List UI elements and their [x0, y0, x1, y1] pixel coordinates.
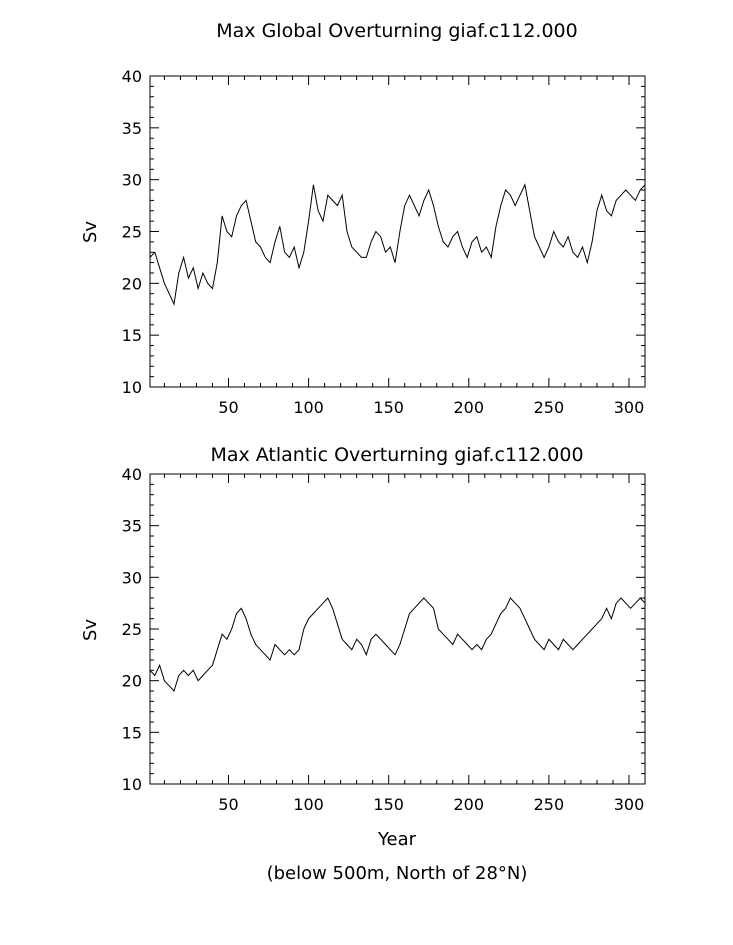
x-tick-label: 150 [373, 398, 404, 417]
y-tick-label: 25 [122, 620, 142, 639]
y-tick-label: 25 [122, 223, 142, 242]
x-tick-label: 200 [454, 795, 485, 814]
x-tick-label: 50 [218, 398, 238, 417]
x-tick-label: 150 [373, 795, 404, 814]
y-tick-label: 40 [122, 67, 142, 86]
footnote: (below 500m, North of 28°N) [267, 863, 528, 884]
x-tick-label: 250 [534, 398, 565, 417]
plot-frame [149, 75, 646, 388]
x-tick-label: 250 [534, 795, 565, 814]
tick-labels: 10 15 20 25 30 35 40 50 100 150 200 250 300 [122, 465, 645, 814]
x-tick-label: 50 [218, 795, 238, 814]
series-group [149, 183, 646, 306]
y-tick-label: 10 [122, 775, 142, 794]
chart-title: Max Atlantic Overturning giaf.c112.000 [210, 444, 583, 466]
series-line [149, 183, 646, 306]
y-axis-label: Sv [80, 221, 101, 243]
plot-frame [149, 473, 646, 785]
axis-ticks [150, 75, 646, 388]
axis-ticks [150, 473, 646, 785]
chart-title: Max Global Overturning giaf.c112.000 [216, 20, 577, 42]
y-tick-label: 15 [122, 326, 142, 345]
series-group [149, 597, 646, 692]
y-axis-label: Sv [80, 619, 101, 641]
y-tick-label: 20 [122, 274, 142, 293]
global-overturning-panel: Max Global Overturning giaf.c112.000 Sv … [80, 20, 646, 417]
x-axis-label: Year [377, 829, 417, 850]
y-tick-label: 40 [122, 465, 142, 484]
x-tick-label: 100 [293, 795, 324, 814]
y-tick-label: 20 [122, 672, 142, 691]
x-tick-label: 300 [614, 795, 645, 814]
atlantic-overturning-panel: Max Atlantic Overturning giaf.c112.000 S… [80, 444, 646, 850]
y-tick-label: 10 [122, 378, 142, 397]
y-tick-label: 35 [122, 517, 142, 536]
y-tick-label: 30 [122, 171, 142, 190]
y-tick-label: 30 [122, 568, 142, 587]
series-line [149, 597, 646, 692]
x-tick-label: 100 [293, 398, 324, 417]
y-tick-label: 35 [122, 119, 142, 138]
x-tick-label: 300 [614, 398, 645, 417]
tick-labels: 10 15 20 25 30 35 40 50 100 150 200 250 300 [122, 67, 645, 417]
x-tick-label: 200 [454, 398, 485, 417]
y-tick-label: 15 [122, 723, 142, 742]
